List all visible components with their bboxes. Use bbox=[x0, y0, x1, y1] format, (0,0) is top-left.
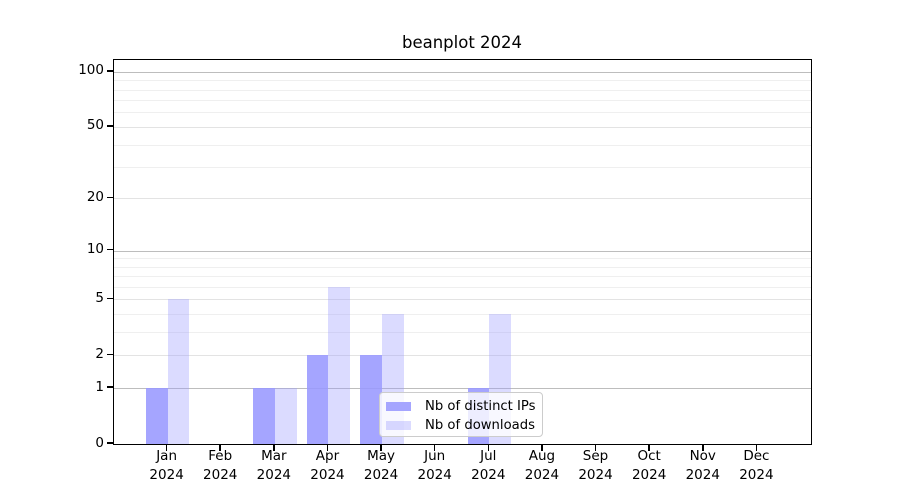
legend-swatch-downloads bbox=[386, 420, 411, 431]
gridline-minor bbox=[114, 100, 811, 102]
x-tick-label: Feb 2024 bbox=[203, 448, 238, 483]
gridline-mid bbox=[114, 355, 811, 357]
x-tick-label: Mar 2024 bbox=[256, 448, 292, 483]
x-tick-label: Apr 2024 bbox=[310, 448, 345, 483]
x-tick-label: Jan 2024 bbox=[149, 448, 184, 483]
y-axis-tick bbox=[107, 386, 113, 388]
legend-item-distinct-ips: Nb of distinct IPs bbox=[380, 397, 542, 416]
y-tick-label: 5 bbox=[95, 289, 104, 306]
x-tick-label: Jul 2024 bbox=[471, 448, 506, 483]
bar-distinct-ips-mar bbox=[253, 388, 275, 444]
y-axis-tick bbox=[107, 196, 113, 199]
x-axis-tick bbox=[326, 444, 329, 451]
gridline-minor bbox=[114, 258, 811, 260]
gridline-minor bbox=[114, 276, 811, 278]
gridline-minor bbox=[114, 332, 811, 334]
x-tick-label: Oct 2024 bbox=[631, 448, 667, 483]
x-tick-label: Aug 2024 bbox=[524, 448, 560, 483]
bar-distinct-ips-may bbox=[360, 355, 383, 444]
bar-downloads-jan bbox=[167, 299, 190, 444]
x-tick-label: Jun 2024 bbox=[417, 448, 452, 483]
legend: Nb of distinct IPs Nb of downloads bbox=[379, 392, 543, 437]
x-tick-label: May 2024 bbox=[363, 448, 399, 483]
gridline-minor bbox=[114, 80, 811, 82]
gridline-mid bbox=[114, 299, 811, 301]
gridline-minor bbox=[114, 89, 811, 91]
legend-label-distinct-ips: Nb of distinct IPs bbox=[425, 399, 536, 414]
gridline-minor bbox=[114, 167, 811, 169]
y-tick-label: 50 bbox=[86, 117, 104, 134]
x-axis-tick bbox=[433, 444, 436, 451]
plot-area bbox=[113, 59, 812, 445]
x-axis-tick bbox=[541, 444, 543, 451]
y-tick-label: 10 bbox=[86, 241, 104, 258]
y-tick-label: 2 bbox=[95, 345, 104, 362]
gridline-mid bbox=[114, 198, 811, 200]
y-tick-label: 0 bbox=[95, 434, 104, 451]
gridline-major bbox=[114, 250, 811, 252]
chart-title: beanplot 2024 bbox=[401, 33, 523, 52]
x-tick-label: Dec 2024 bbox=[739, 448, 774, 483]
gridline-minor bbox=[114, 287, 811, 289]
y-axis-tick bbox=[107, 442, 113, 444]
y-axis-tick bbox=[107, 125, 113, 127]
gridline-minor bbox=[114, 266, 811, 268]
y-axis-tick bbox=[107, 248, 113, 251]
y-axis-tick bbox=[107, 297, 113, 300]
bar-distinct-ips-apr bbox=[306, 355, 329, 444]
x-axis-tick bbox=[648, 444, 650, 451]
gridline-minor bbox=[114, 112, 811, 114]
y-tick-label: 20 bbox=[86, 188, 104, 205]
x-axis-tick bbox=[273, 444, 275, 451]
gridline-minor bbox=[114, 314, 811, 316]
x-axis-tick bbox=[219, 444, 222, 451]
gridline-minor bbox=[114, 144, 811, 146]
gridline-major bbox=[114, 388, 811, 390]
x-axis-tick bbox=[487, 444, 490, 451]
x-axis-tick bbox=[165, 444, 168, 451]
x-axis-tick bbox=[755, 444, 758, 451]
x-axis-tick bbox=[380, 444, 382, 451]
gridline-major bbox=[114, 71, 811, 73]
legend-label-downloads: Nb of downloads bbox=[425, 418, 535, 433]
y-axis-tick bbox=[107, 353, 113, 356]
bar-downloads-mar bbox=[274, 388, 297, 444]
x-tick-label: Nov 2024 bbox=[685, 448, 720, 483]
y-tick-label: 100 bbox=[78, 62, 104, 79]
y-tick-label: 1 bbox=[95, 378, 104, 395]
x-axis-tick bbox=[701, 444, 704, 451]
gridline-mid bbox=[114, 126, 811, 128]
x-tick-label: Sep 2024 bbox=[578, 448, 613, 483]
y-axis-tick bbox=[107, 70, 113, 72]
legend-swatch-distinct-ips bbox=[386, 401, 411, 412]
bar-distinct-ips-jan bbox=[145, 388, 168, 444]
bar-downloads-apr bbox=[328, 287, 351, 444]
x-axis-tick bbox=[594, 444, 597, 451]
legend-item-downloads: Nb of downloads bbox=[380, 416, 542, 435]
